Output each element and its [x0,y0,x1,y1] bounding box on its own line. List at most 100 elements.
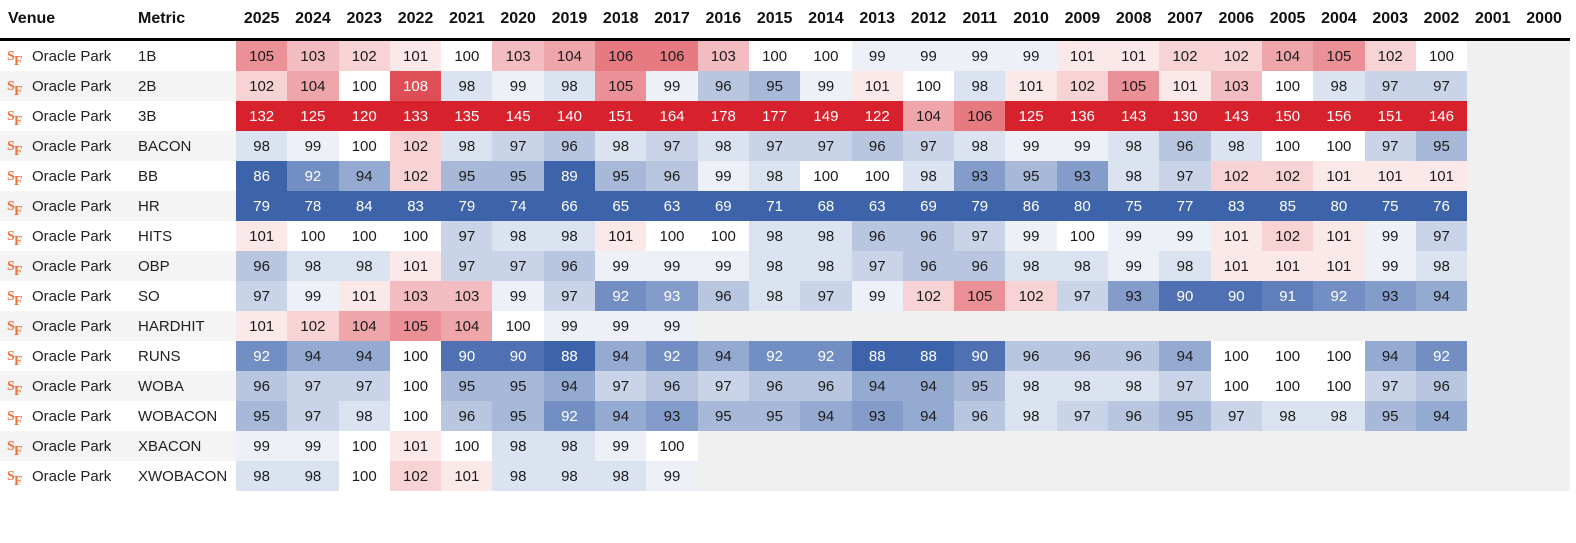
svg-text:F: F [14,384,23,396]
factor-cell: 93 [851,401,903,431]
factor-cell [697,311,749,341]
factor-cell: 99 [902,39,955,71]
factor-cell: 99 [595,311,647,341]
factor-cell: 68 [800,191,852,221]
factor-cell: 96 [1108,341,1160,371]
factor-cell: 101 [851,71,903,101]
venue-name: Oracle Park [32,47,112,65]
svg-text:S: S [7,439,15,454]
svg-text:S: S [7,319,15,334]
factor-cell: 102 [1364,39,1416,71]
factor-cell: 92 [800,341,852,371]
factor-cell: 94 [800,401,852,431]
venue-cell[interactable]: S F Oracle Park [0,401,138,431]
factor-cell: 151 [1364,101,1416,131]
sf-giants-logo-icon: S F [7,469,23,486]
factor-cell: 104 [287,71,339,101]
factor-cell [1467,161,1519,191]
factor-cell: 75 [1364,191,1416,221]
factor-cell [1518,341,1570,371]
factor-cell: 97 [287,401,339,431]
svg-text:F: F [14,294,23,306]
factor-cell: 99 [1005,131,1057,161]
factor-cell: 103 [1210,71,1262,101]
factor-cell: 92 [595,281,647,311]
venue-cell[interactable]: S F Oracle Park [0,251,138,281]
year-header: 2020 [492,0,544,41]
factor-cell: 96 [1415,371,1468,401]
factor-cell: 96 [1056,341,1109,371]
factor-cell: 100 [389,221,442,251]
factor-cell: 101 [1210,251,1262,281]
factor-cell: 102 [287,311,339,341]
factor-cell [1467,39,1519,71]
venue-cell[interactable]: S F Oracle Park [0,371,138,401]
factor-cell: 92 [1415,341,1468,371]
venue-cell[interactable]: S F Oracle Park [0,101,138,131]
factor-cell: 97 [236,281,288,311]
factor-cell: 101 [595,221,647,251]
factor-cell: 63 [851,191,903,221]
factor-cell: 178 [697,101,749,131]
factor-cell: 98 [236,131,288,161]
factor-cell [1056,311,1109,341]
factor-cell: 100 [1313,131,1365,161]
venue-cell[interactable]: S F Oracle Park [0,131,138,161]
year-header: 2015 [748,0,801,41]
factor-cell: 98 [954,131,1006,161]
factor-cell [1108,461,1160,491]
factor-cell: 104 [1261,39,1314,71]
venue-cell[interactable]: S F Oracle Park [0,221,138,251]
factor-cell: 100 [1313,371,1365,401]
venue-cell[interactable]: S F Oracle Park [0,71,138,101]
factor-cell: 145 [492,101,544,131]
factor-cell: 99 [1056,131,1109,161]
venue-cell[interactable]: S F Oracle Park [0,431,138,461]
year-header: 2010 [1005,0,1057,41]
factor-cell: 90 [954,341,1006,371]
venue-cell[interactable]: S F Oracle Park [0,311,138,341]
svg-text:S: S [7,349,15,364]
factor-cell: 100 [1313,341,1365,371]
factor-cell: 125 [1005,101,1057,131]
table-row: S F Oracle Park BACON 98 99 100 102 98 97 96 98 97… [0,131,1570,161]
factor-cell: 96 [748,371,801,401]
factor-cell: 97 [800,281,852,311]
factor-cell: 97 [492,251,544,281]
factor-cell: 93 [1364,281,1416,311]
factor-cell: 96 [236,251,288,281]
factor-cell: 90 [1210,281,1262,311]
venue-cell[interactable]: S F Oracle Park [0,281,138,311]
venue-cell[interactable]: S F Oracle Park [0,161,138,191]
factor-cell: 96 [800,371,852,401]
factor-cell: 98 [1210,131,1262,161]
factor-cell: 96 [697,71,749,101]
svg-text:S: S [7,139,15,154]
venue-name: Oracle Park [32,317,112,335]
venue-cell[interactable]: S F Oracle Park [0,461,138,491]
factor-cell: 103 [697,39,749,71]
factor-cell [851,431,903,461]
sf-giants-logo-icon: S F [7,79,23,96]
factor-cell: 104 [338,311,390,341]
factor-cell: 104 [902,101,955,131]
factor-cell: 94 [697,341,749,371]
factor-cell: 101 [389,431,442,461]
venue-name: Oracle Park [32,347,112,365]
venue-cell[interactable]: S F Oracle Park [0,40,138,72]
metric-label: BB [138,167,159,185]
factor-cell: 98 [543,221,596,251]
factor-cell: 98 [748,281,801,311]
factor-cell: 97 [338,371,390,401]
factor-cell: 96 [1005,341,1057,371]
factor-cell [1005,311,1057,341]
factor-cell: 79 [954,191,1006,221]
table-row: S F Oracle Park BB 86 92 94 102 95 95 89 95 96 99 98… [0,161,1570,191]
factor-cell [902,431,955,461]
factor-cell: 105 [595,71,647,101]
venue-cell[interactable]: S F Oracle Park [0,191,138,221]
venue-cell[interactable]: S F Oracle Park [0,341,138,371]
metric-label: HR [138,191,236,221]
factor-cell [1313,431,1365,461]
header-row: Venue Metric 2025 2024 2023 2022 2021 2020 201… [0,0,1570,41]
